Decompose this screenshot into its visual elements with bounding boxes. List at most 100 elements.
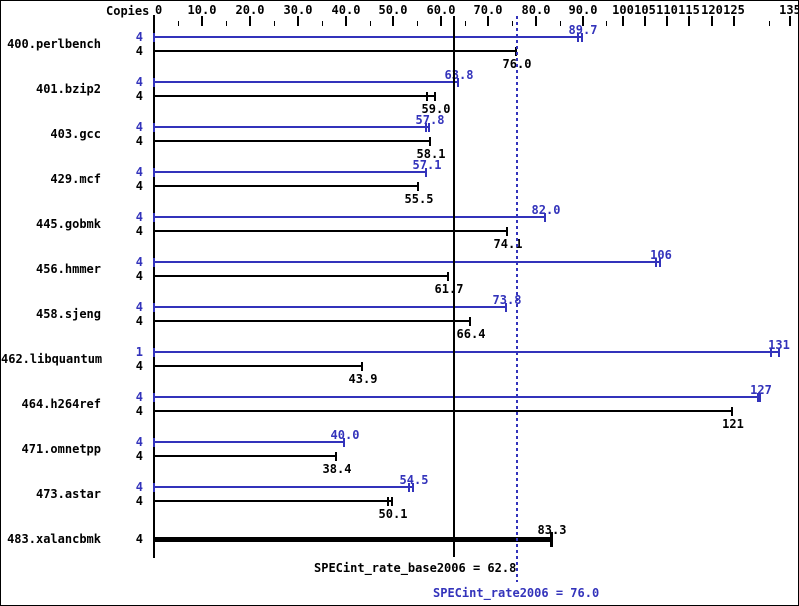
axis-tick-label: 50.0 [378,3,408,17]
bar-start-cap [153,78,155,87]
benchmark-label: 458.sjeng [35,307,101,321]
base-bar [154,537,552,542]
bar-end-cap [447,272,449,281]
copies-value: 4 [135,210,143,224]
axis-tick-label: 70.0 [473,3,503,17]
axis-minor-tick [512,21,513,26]
peak-bar [154,81,459,83]
base-value-label: 121 [722,417,744,431]
axis-tick [345,16,347,26]
base-value-label: 83.3 [537,523,567,537]
peak-bar [154,306,507,308]
copies-value: 4 [135,269,143,283]
benchmark-label: 403.gcc [50,127,101,141]
bar-start-cap [153,407,155,416]
bar-end-cap [428,123,430,132]
axis-tick [392,16,394,26]
copies-header: Copies [106,4,150,18]
bar-start-cap [153,47,155,56]
base-bar [154,140,431,142]
axis-tick-label: 80.0 [521,3,551,17]
axis-minor-tick [274,21,275,26]
base-value-label: 58.1 [416,147,446,161]
copies-value: 4 [135,44,143,58]
copies-value: 1 [135,345,143,359]
peak-result-label: SPECint_rate2006 = 76.0 [433,586,600,600]
axis-tick-label: 10.0 [187,3,217,17]
base-value-label: 61.7 [434,282,464,296]
axis-tick-label: 40.0 [331,3,361,17]
peak-value-label: 63.8 [444,68,474,82]
bar-start-cap [153,272,155,281]
axis-baseline [153,15,155,558]
bar-start-cap [153,123,155,132]
benchmark-label: 456.hmmer [35,262,101,276]
axis-tick-label: 90.0 [568,3,598,17]
axis-tick [688,16,690,26]
copies-value: 4 [135,120,143,134]
copies-value: 4 [135,359,143,373]
benchmark-label: 473.astar [35,487,101,501]
axis-tick-label: 105 [634,3,656,17]
base-value-label: 66.4 [456,327,486,341]
peak-value-label: 89.7 [568,23,598,37]
peak-value-label: 82.0 [531,203,561,217]
ref-line-peak [516,16,518,582]
bar-start-cap [153,227,155,236]
bar-start-cap [153,317,155,326]
peak-bar [154,126,430,128]
axis-tick [440,16,442,26]
bar-end-cap [544,213,546,222]
copies-value: 4 [135,449,143,463]
base-bar [154,320,471,322]
peak-value-label: 106 [650,248,672,262]
peak-value-label: 131 [768,338,790,352]
bar-end-cap [457,78,459,87]
benchmark-label: 471.omnetpp [21,442,101,456]
base-value-label: 38.4 [322,462,352,476]
axis-minor-tick [465,21,466,26]
peak-value-label: 40.0 [330,428,360,442]
bar-end-cap [731,407,733,416]
axis-minor-tick [560,21,561,26]
axis-tick [535,16,537,26]
axis-tick-label: 0 [155,3,163,17]
benchmark-label: 462.libquantum [1,352,103,366]
copies-value: 4 [135,179,143,193]
bar-start-cap [153,168,155,177]
bar-end-cap2 [408,483,410,492]
benchmark-label: 483.xalancbmk [7,532,101,546]
bar-start-cap [153,393,155,402]
bar-end-cap [434,92,436,101]
copies-value: 4 [135,532,143,546]
axis-minor-tick [178,21,179,26]
peak-value-label: 57.8 [415,113,445,127]
peak-value-label: 73.8 [492,293,522,307]
copies-value: 4 [135,30,143,44]
peak-value-label: 57.1 [412,158,442,172]
axis-tick-label: 20.0 [235,3,265,17]
base-value-label: 55.5 [404,192,434,206]
peak-value-label: 54.5 [399,473,429,487]
bar-end-cap2 [426,92,428,101]
peak-value-label: 127 [750,383,772,397]
base-bar [154,275,449,277]
axis-tick [487,16,489,26]
base-result-label: SPECint_rate_base2006 = 62.8 [314,561,517,575]
axis-tick [297,16,299,26]
bar-start-cap [153,452,155,461]
bar-end-cap2 [655,258,657,267]
copies-value: 4 [135,435,143,449]
bar-start-cap [153,137,155,146]
copies-value: 4 [135,75,143,89]
bar-start-cap [153,497,155,506]
axis-tick-label: 115 [678,3,700,17]
copies-value: 4 [135,390,143,404]
peak-bar [154,441,345,443]
axis-tick-label: 120 [701,3,723,17]
axis-tick [733,16,735,26]
copies-value: 4 [135,480,143,494]
bar-end-cap [343,438,345,447]
bar-start-cap [153,483,155,492]
bar-start-cap [153,362,155,371]
